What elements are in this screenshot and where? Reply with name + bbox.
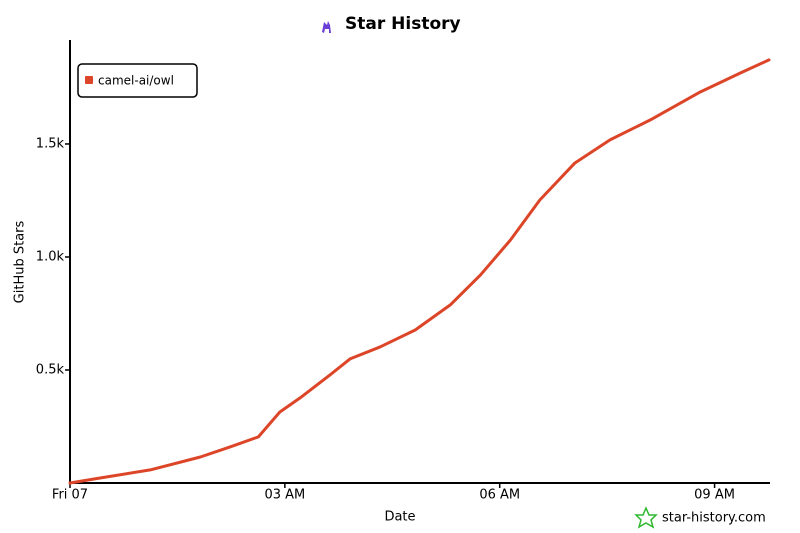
y-tick-label: 0.5k	[36, 362, 65, 377]
y-tick-label: 1.0k	[36, 249, 65, 264]
series-line	[68, 58, 771, 485]
legend-swatch	[85, 76, 93, 84]
title-icon	[322, 21, 331, 33]
watermark: star-history.com	[662, 511, 766, 526]
watermark-icon	[634, 506, 658, 529]
x-axis-label: Date	[384, 510, 415, 525]
y-tick-label: 1.5k	[36, 136, 65, 151]
x-tick-label: 03 AM	[264, 488, 305, 503]
x-tick-label: Fri 07	[52, 488, 88, 503]
legend-label: camel-ai/owl	[98, 74, 174, 88]
chart-title: Star History	[345, 14, 461, 34]
x-tick-label: 09 AM	[694, 488, 735, 503]
legend-box	[77, 63, 198, 98]
x-tick-label: 06 AM	[479, 488, 520, 503]
y-axis-label: GitHub Stars	[13, 220, 28, 303]
